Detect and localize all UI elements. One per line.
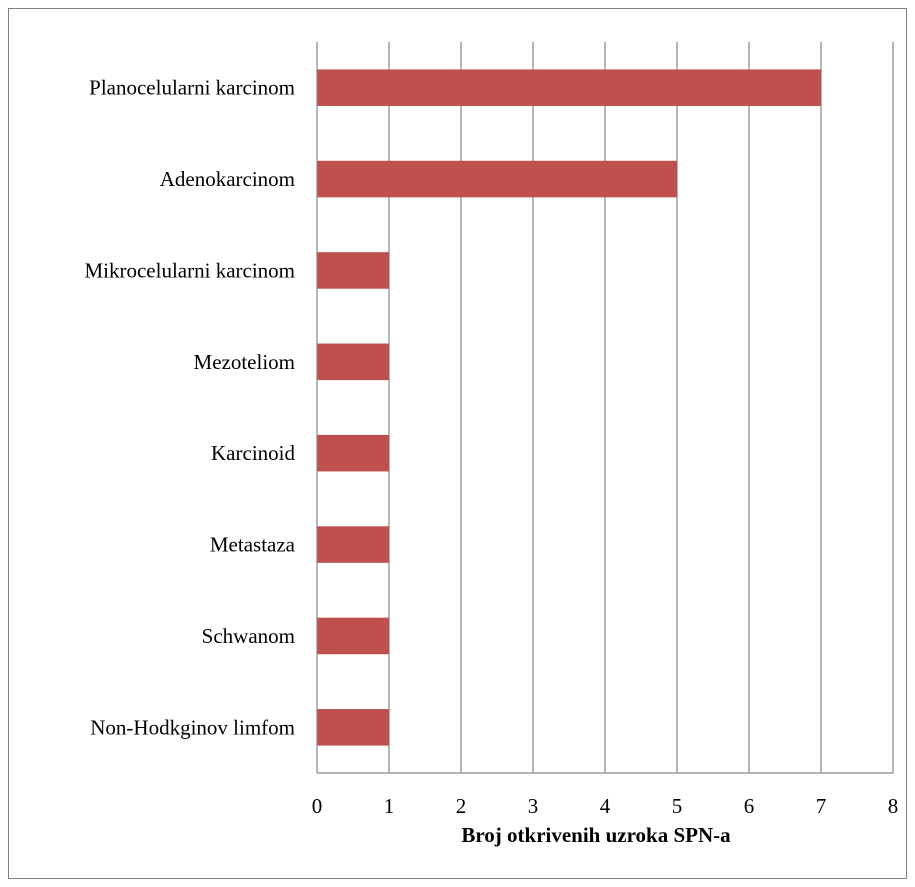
x-tick-label: 6 [744, 794, 755, 818]
x-axis-title: Broj otkrivenih uzroka SPN-a [461, 823, 731, 847]
x-tick-label: 2 [456, 794, 467, 818]
category-label: Karcinoid [211, 441, 295, 465]
bar-5 [317, 526, 389, 563]
bar-2 [317, 252, 389, 289]
x-tick-label: 7 [816, 794, 827, 818]
chart-frame [8, 8, 907, 879]
x-tick-label: 4 [600, 794, 611, 818]
category-label: Metastaza [210, 533, 296, 557]
category-labels: Planocelularni karcinom Adenokarcinom Mikr… [84, 76, 295, 740]
bar-7 [317, 709, 389, 746]
x-tick-label: 0 [312, 794, 323, 818]
bar-1 [317, 160, 677, 198]
category-label: Adenokarcinom [160, 167, 295, 191]
bar-3 [317, 343, 389, 381]
x-tick-label: 3 [528, 794, 539, 818]
gridlines [388, 42, 894, 773]
bar-6 [317, 617, 389, 655]
axes [316, 42, 893, 774]
category-label: Planocelularni karcinom [89, 76, 295, 100]
x-tick-label: 1 [384, 794, 395, 818]
bar-4 [317, 434, 389, 472]
bars [317, 69, 821, 746]
category-label: Mezoteliom [194, 350, 295, 374]
x-tick-label: 8 [888, 794, 899, 818]
x-tick-label: 5 [672, 794, 683, 818]
x-tick-labels: 0 1 2 3 4 5 6 7 8 [312, 794, 899, 818]
bar-0 [317, 69, 821, 106]
category-label: Schwanom [202, 624, 295, 648]
category-label: Mikrocelularni karcinom [84, 258, 295, 282]
category-label: Non-Hodkginov limfom [90, 715, 295, 739]
